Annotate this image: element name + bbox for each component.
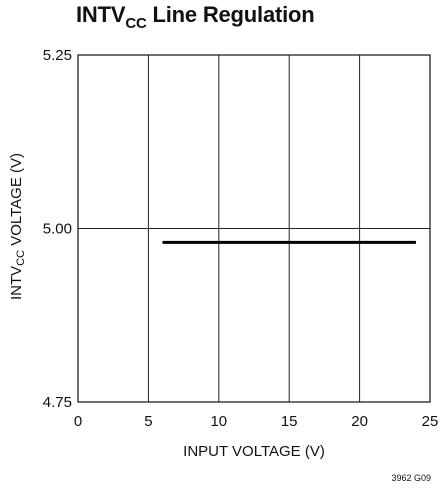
x-tick-label: 25 [422,413,439,430]
chart-title-rest: Line Regulation [146,2,315,27]
y-axis-label-main: INTV [8,265,25,300]
chart-title: INTVCC Line Regulation [76,2,315,32]
x-axis-label: INPUT VOLTAGE (V) [183,443,325,460]
x-tick-label: 10 [210,413,227,430]
grid-lines [78,55,430,402]
x-tick-labels: 0 5 10 15 20 25 [74,413,439,430]
x-tick-label: 5 [144,413,152,430]
y-axis-label-rest: VOLTAGE (V) [8,152,25,250]
chart-title-subscript: CC [125,15,147,32]
plot-frame [77,54,431,403]
chart-title-main: INTV [76,2,126,27]
y-tick-label: 5.25 [43,47,72,64]
y-tick-label: 4.75 [43,394,72,411]
x-tick-label: 0 [74,413,82,430]
figure-id: 3962 G09 [391,473,431,483]
x-tick-label: 15 [281,413,298,430]
x-tick-label: 20 [351,413,368,430]
y-axis-label-subscript: CC [15,249,27,266]
y-axis-label: INTVCC VOLTAGE (V) [8,152,27,300]
y-tick-labels: 4.75 5.00 5.25 [43,47,72,411]
y-tick-label: 5.00 [43,221,72,238]
